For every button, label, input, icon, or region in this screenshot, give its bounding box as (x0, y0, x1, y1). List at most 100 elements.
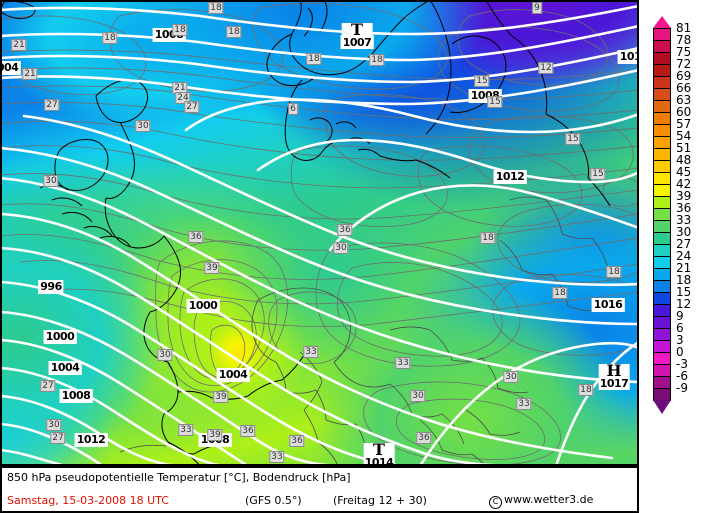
scale-tick-label: 81 (676, 21, 692, 35)
isobar-label: 1004 (48, 361, 82, 375)
temperature-contour-label: 33 (395, 357, 411, 369)
temperature-contour-label: 18 (578, 384, 594, 396)
isobar-label: 1010 (617, 50, 639, 64)
scale-swatches: 81 78 75 72 69 66 63 60 57 54 51 48 45 42 39 36 33 30 27 24… (653, 22, 691, 401)
temperature-contour-label: 30 (157, 349, 173, 361)
low-pressure-symbol: T (341, 22, 373, 38)
temperature-contour-label: 36 (240, 425, 256, 437)
scale-tick-label: 33 (676, 213, 692, 227)
scale-swatch: 81 (653, 22, 691, 41)
chart-title: 850 hPa pseudopotentielle Temperatur [°C… (7, 471, 351, 484)
high-pressure-centre: H 1017 (598, 363, 630, 390)
temperature-contour-label: 18 (208, 2, 224, 14)
temperature-contour-label: 39 (204, 262, 220, 274)
scale-tick-label: 18 (676, 273, 692, 287)
temperature-contour-label: 15 (487, 96, 503, 108)
temperature-contour-label: 33 (516, 398, 532, 410)
temperature-contour-label: 39 (213, 391, 229, 403)
scale-swatch: 12 (653, 298, 691, 317)
model-label: (GFS 0.5°) (245, 494, 302, 507)
scale-tick-label: 15 (676, 285, 692, 299)
isobar-label: 1008 (59, 389, 93, 403)
temperature-contour-label: 36 (337, 224, 353, 236)
caption-right-filler (639, 466, 704, 513)
isobar-label: 1000 (186, 299, 220, 313)
caption-bar: 850 hPa pseudopotentielle Temperatur [°C… (0, 466, 639, 513)
temperature-contour-label: 18 (226, 26, 242, 38)
temperature-contour-label: 15 (590, 168, 606, 180)
temperature-contour-label: 36 (416, 432, 432, 444)
temperature-contour-label: 9 (532, 2, 542, 14)
scale-tick-label: 12 (676, 297, 692, 311)
low-pressure-centre: T 1014 (363, 442, 395, 466)
scale-tick-label: 57 (676, 117, 692, 131)
country-borders (119, 196, 609, 466)
scale-tick-label: -6 (676, 369, 688, 383)
weather-map[interactable]: .coast { fill:none; stroke:#000000; stro… (0, 0, 639, 466)
temperature-contour-label: 39 (207, 429, 223, 441)
low-pressure-symbol: T (363, 442, 395, 458)
low-pressure-centre: T 1007 (341, 22, 373, 49)
scale-tick-label: 63 (676, 93, 692, 107)
scale-tick-label: 69 (676, 69, 692, 83)
scale-tick-label: 3 (676, 333, 684, 347)
temperature-contour-label: 27 (40, 380, 56, 392)
scale-tick-label: 36 (676, 201, 692, 215)
pressure-centre-value: 1017 (598, 377, 630, 390)
temperature-contour-label: 30 (135, 120, 151, 132)
scale-tick-label: 48 (676, 153, 692, 167)
scale-under-arrow (653, 400, 671, 414)
temperature-contour-label: 18 (480, 232, 496, 244)
scale-swatch: 36 (653, 202, 691, 221)
scale-swatch: 15 (653, 286, 691, 305)
run-info-label: (Freitag 12 + 30) (333, 494, 427, 507)
isobar-label: 1016 (591, 298, 625, 312)
temperature-contour-label: 33 (178, 424, 194, 436)
scale-tick-label: 75 (676, 45, 692, 59)
scale-swatch: 51 (653, 142, 691, 161)
temperature-contour-label: 36 (289, 435, 305, 447)
temperature-contour-label: 18 (172, 24, 188, 36)
temperature-contour-label: 18 (102, 32, 118, 44)
colour-scale: 81 78 75 72 69 66 63 60 57 54 51 48 45 42 39 36 33 30 27 24… (645, 16, 704, 462)
scale-tick-label: 27 (676, 237, 692, 251)
isobar-label: 996 (38, 280, 64, 294)
scale-tick-label: 39 (676, 189, 692, 203)
copyright-icon: C (489, 496, 502, 509)
scale-swatch: 63 (653, 94, 691, 113)
credit-text: www.wetter3.de (504, 493, 594, 506)
temperature-contour-label: 30 (333, 242, 349, 254)
scale-tick-label: 9 (676, 309, 684, 323)
temperature-contour-label: 6 (288, 103, 298, 115)
isobar-label: 1012 (493, 170, 527, 184)
valid-time: Samstag, 15-03-2008 18 UTC (7, 494, 169, 507)
scale-tick-label: 30 (676, 225, 692, 239)
temperature-contour-label: 36 (188, 231, 204, 243)
temperature-contour-label: 30 (503, 371, 519, 383)
scale-tick-label: 60 (676, 105, 692, 119)
scale-tick-label: -9 (676, 381, 688, 395)
temperature-contour-label: 12 (538, 62, 554, 74)
temperature-contour-label: 18 (369, 54, 385, 66)
temperature-contour-label: 18 (306, 53, 322, 65)
scale-swatch: 75 (653, 46, 691, 65)
scale-tick-label: 72 (676, 57, 692, 71)
temperature-contour-label: 30 (43, 175, 59, 187)
scale-swatch: 27 (653, 238, 691, 257)
temperature-contour-label: 33 (269, 451, 285, 463)
temperature-contour-label: 27 (44, 99, 60, 111)
scale-swatch: 42 (653, 178, 691, 197)
scale-tick-label: 21 (676, 261, 692, 275)
scale-tick-label: 54 (676, 129, 692, 143)
scale-swatch: 69 (653, 70, 691, 89)
scale-swatch: 21 (653, 262, 691, 281)
scale-over-arrow (653, 16, 671, 28)
temperature-contour-label: 15 (565, 133, 581, 145)
pressure-centre-value: 1007 (341, 36, 373, 49)
scale-tick-label: 0 (676, 345, 684, 359)
scale-tick-label: 6 (676, 321, 684, 335)
scale-tick-label: 42 (676, 177, 692, 191)
temperature-contour-label: 30 (46, 419, 62, 431)
